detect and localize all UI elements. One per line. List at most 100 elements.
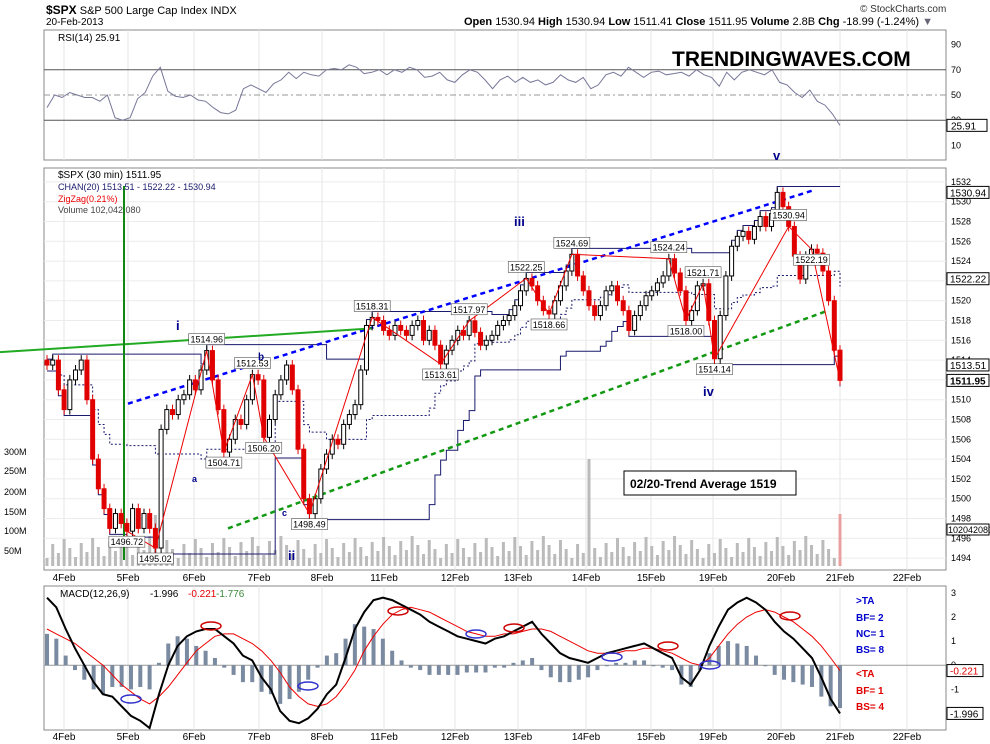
macd-histogram-bar — [250, 665, 255, 683]
volume-bar — [644, 537, 648, 566]
price-legend-1: CHAN(20) 1513.51 - 1522.22 - 1530.94 — [58, 182, 216, 192]
candle-body — [152, 527, 158, 549]
x-tick-label: 8Feb — [311, 573, 334, 584]
volume-bar — [461, 548, 465, 566]
rsi-tick-label: 50 — [951, 90, 961, 100]
macd-histogram-bar — [716, 645, 721, 666]
volume-bar — [638, 551, 642, 566]
macd-tick-label: 2 — [951, 612, 956, 622]
volume-bar — [422, 554, 426, 566]
grid-lines: 4Feb 4Feb 5Feb 5Feb 6Feb 6Feb 7Feb 7Feb 8Feb 8Feb… — [4, 30, 971, 743]
x-tick-label: 6Feb — [183, 573, 206, 584]
macd-histogram-bar — [455, 665, 460, 675]
price-tick-label: 1494 — [951, 553, 971, 563]
candle-body — [170, 409, 176, 416]
macd-histogram-bar — [838, 665, 842, 709]
macd-crossover-marker — [657, 641, 679, 651]
volume-bar — [804, 536, 808, 566]
resistance-line — [0, 327, 373, 354]
macd-histogram-bar — [800, 665, 805, 685]
pivot-label: 1514.96 — [190, 335, 223, 345]
macd-histogram-bar — [474, 665, 479, 673]
volume-tick-label: 150M — [4, 507, 27, 517]
candle-body — [209, 350, 215, 381]
pivot-label-box — [770, 209, 807, 221]
volume-bar — [553, 554, 557, 566]
volume-bar — [376, 551, 380, 566]
candle-body — [826, 270, 832, 302]
triangle-down-icon[interactable]: ▼ — [922, 16, 934, 28]
volume-bar — [393, 555, 397, 566]
macd-x-tick-label: 7Feb — [248, 732, 271, 743]
macd-histogram-bar — [324, 655, 329, 666]
volume-bar — [427, 540, 431, 566]
volume-bar — [673, 536, 677, 566]
macd-legend-signal: -0.221 — [188, 589, 217, 600]
candle-body — [312, 498, 318, 515]
rsi-line — [46, 64, 841, 126]
candle-body — [580, 275, 586, 292]
macd-histogram-bar — [446, 665, 451, 675]
macd-histogram-bar — [735, 643, 740, 666]
volume-bar — [456, 539, 460, 566]
volume-bar — [399, 541, 403, 566]
macd-histogram-bar — [427, 665, 432, 675]
price-tick-label: 1526 — [951, 236, 971, 246]
pivot-label-box — [234, 357, 271, 369]
volume-bar — [131, 555, 135, 566]
volume-bar — [193, 539, 197, 566]
volume-tick-label: 250M — [4, 466, 27, 476]
x-tick-label: 21Feb — [826, 573, 855, 584]
candle-body — [175, 399, 181, 416]
macd-histogram-bar — [45, 633, 49, 666]
macd-tag-box — [946, 706, 984, 720]
candle-body — [666, 258, 672, 277]
candle-body — [780, 191, 786, 208]
macd-x-tick-label: 4Feb — [53, 732, 76, 743]
pivot-label-box — [684, 266, 722, 279]
candle-body — [478, 331, 484, 346]
trend-average-text: 02/20-Trend Average 1519 — [630, 477, 777, 491]
macd-tag-value: -1.996 — [950, 709, 979, 720]
candle-body — [449, 339, 455, 351]
pivot-label: 1524.69 — [556, 238, 589, 248]
volume-bar — [359, 547, 363, 566]
bs-down-note: BS= 4 — [856, 702, 885, 713]
wave-label: ii — [288, 548, 295, 563]
macd-histogram-bar — [287, 665, 292, 700]
macd-histogram-bar — [119, 665, 124, 687]
volume-bar — [325, 539, 329, 566]
macd-crossover-marker — [387, 606, 409, 616]
price-tag-box — [946, 358, 990, 372]
wave-label: c — [282, 508, 287, 518]
low-label: Low — [608, 16, 631, 28]
candle-body — [238, 419, 244, 425]
macd-histogram-bar — [530, 658, 535, 666]
candle-body — [363, 324, 369, 371]
pivot-label-box — [422, 368, 459, 381]
pivot-label-box — [650, 241, 688, 253]
volume-bar — [439, 558, 443, 566]
candle-body — [495, 324, 501, 336]
macd-crossover-marker — [200, 621, 222, 631]
rsi-tick-label: 90 — [951, 40, 961, 50]
volume-bar — [125, 546, 129, 566]
volume-bar — [148, 536, 152, 566]
candle-body — [831, 300, 837, 351]
candle-body — [44, 359, 50, 366]
candle-body — [552, 300, 558, 315]
volume-bar — [444, 544, 448, 566]
macd-crossover-marker — [120, 694, 142, 704]
symbol: $SPX — [46, 3, 77, 17]
pivot-label: 1522.19 — [795, 255, 828, 265]
macd-histogram-bar — [110, 665, 115, 687]
candle-body — [329, 438, 335, 455]
candle-body — [814, 248, 820, 254]
pivot-label: 1498.49 — [293, 520, 326, 530]
candle-body — [529, 277, 535, 287]
macd-x-tick-label: 20Feb — [767, 732, 796, 743]
macd-histogram-bar — [334, 653, 339, 666]
candle-body — [489, 334, 495, 341]
price-tag-box — [946, 185, 990, 199]
candle-body — [586, 290, 592, 307]
